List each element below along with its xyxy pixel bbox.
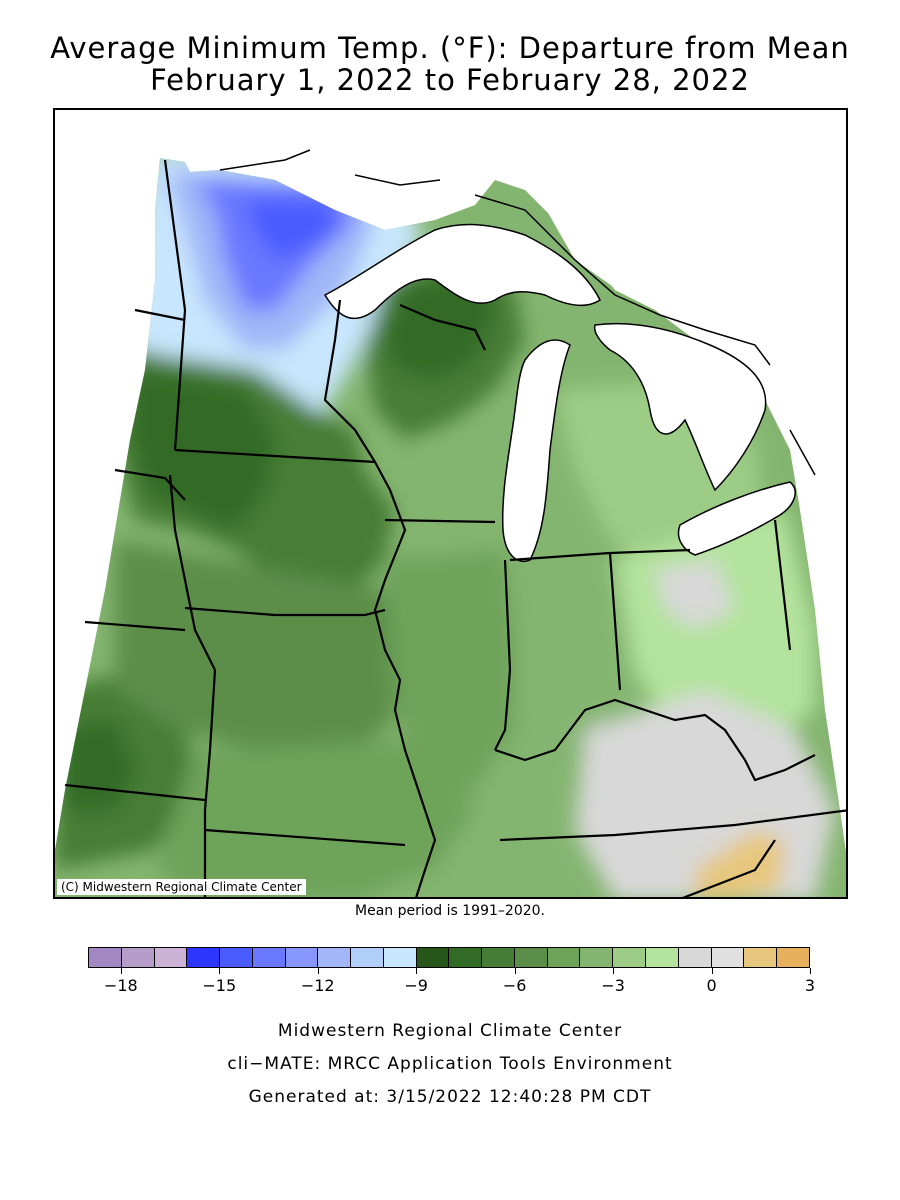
legend-tick-label: −18 (103, 976, 138, 995)
legend-tick-mark (711, 968, 713, 974)
state-borders (64, 159, 846, 897)
legend-tick-mark (317, 968, 319, 974)
map-frame: (C) Midwestern Regional Climate Center (53, 108, 848, 899)
legend-tick-label: −9 (404, 976, 428, 995)
legend-swatch (220, 948, 253, 967)
legend-swatch (121, 948, 155, 967)
legend-tick-labels: −18 −15 −12 −9 −6 −3 0 3 (0, 968, 900, 998)
legend-swatch (154, 948, 188, 967)
legend-swatch (449, 948, 483, 967)
legend-swatch (613, 948, 647, 967)
legend-swatch (318, 948, 352, 967)
legend-swatch (646, 948, 679, 967)
copyright-notice: (C) Midwestern Regional Climate Center (57, 879, 306, 895)
legend-swatch (187, 948, 221, 967)
legend-swatch (482, 948, 515, 967)
legend-tick-mark (219, 968, 221, 974)
map-title-line-1: Average Minimum Temp. (°F): Departure fr… (50, 31, 850, 65)
legend-tick-mark (613, 968, 615, 974)
mean-period-note: Mean period is 1991–2020. (355, 903, 545, 919)
legend-tick-label: −12 (300, 976, 335, 995)
legend-tick-label: −3 (601, 976, 625, 995)
legend-swatch (351, 948, 384, 967)
footer-tool-name: cli−MATE: MRCC Application Tools Environ… (227, 1054, 673, 1074)
legend-swatch (777, 948, 809, 967)
legend-tick-label: −6 (502, 976, 527, 995)
color-legend (88, 947, 810, 968)
legend-swatch (678, 948, 712, 967)
legend-swatch (547, 948, 581, 967)
legend-swatch (744, 948, 778, 967)
footer-organization: Midwestern Regional Climate Center (277, 1021, 623, 1041)
legend-swatch (711, 948, 745, 967)
footer-generated-time: Generated at: 3/15/2022 12:40:28 PM CDT (248, 1087, 652, 1107)
legend-tick-mark (120, 968, 122, 974)
great-lakes (219, 110, 846, 562)
legend-tick-mark (810, 968, 811, 974)
legend-swatch (89, 948, 122, 967)
legend-tick-mark (416, 968, 418, 974)
legend-swatch (580, 948, 614, 967)
legend-tick-label: 0 (706, 976, 717, 995)
legend-swatch (514, 948, 548, 967)
legend-swatch (416, 948, 450, 967)
legend-tick-label: −15 (202, 976, 237, 995)
temperature-departure-map (55, 110, 846, 897)
legend-swatch (383, 948, 417, 967)
legend-tick-mark (514, 968, 516, 974)
legend-swatch (252, 948, 286, 967)
legend-swatch (285, 948, 319, 967)
map-title-line-2: February 1, 2022 to February 28, 2022 (150, 63, 750, 97)
legend-tick-label: 3 (804, 976, 816, 995)
